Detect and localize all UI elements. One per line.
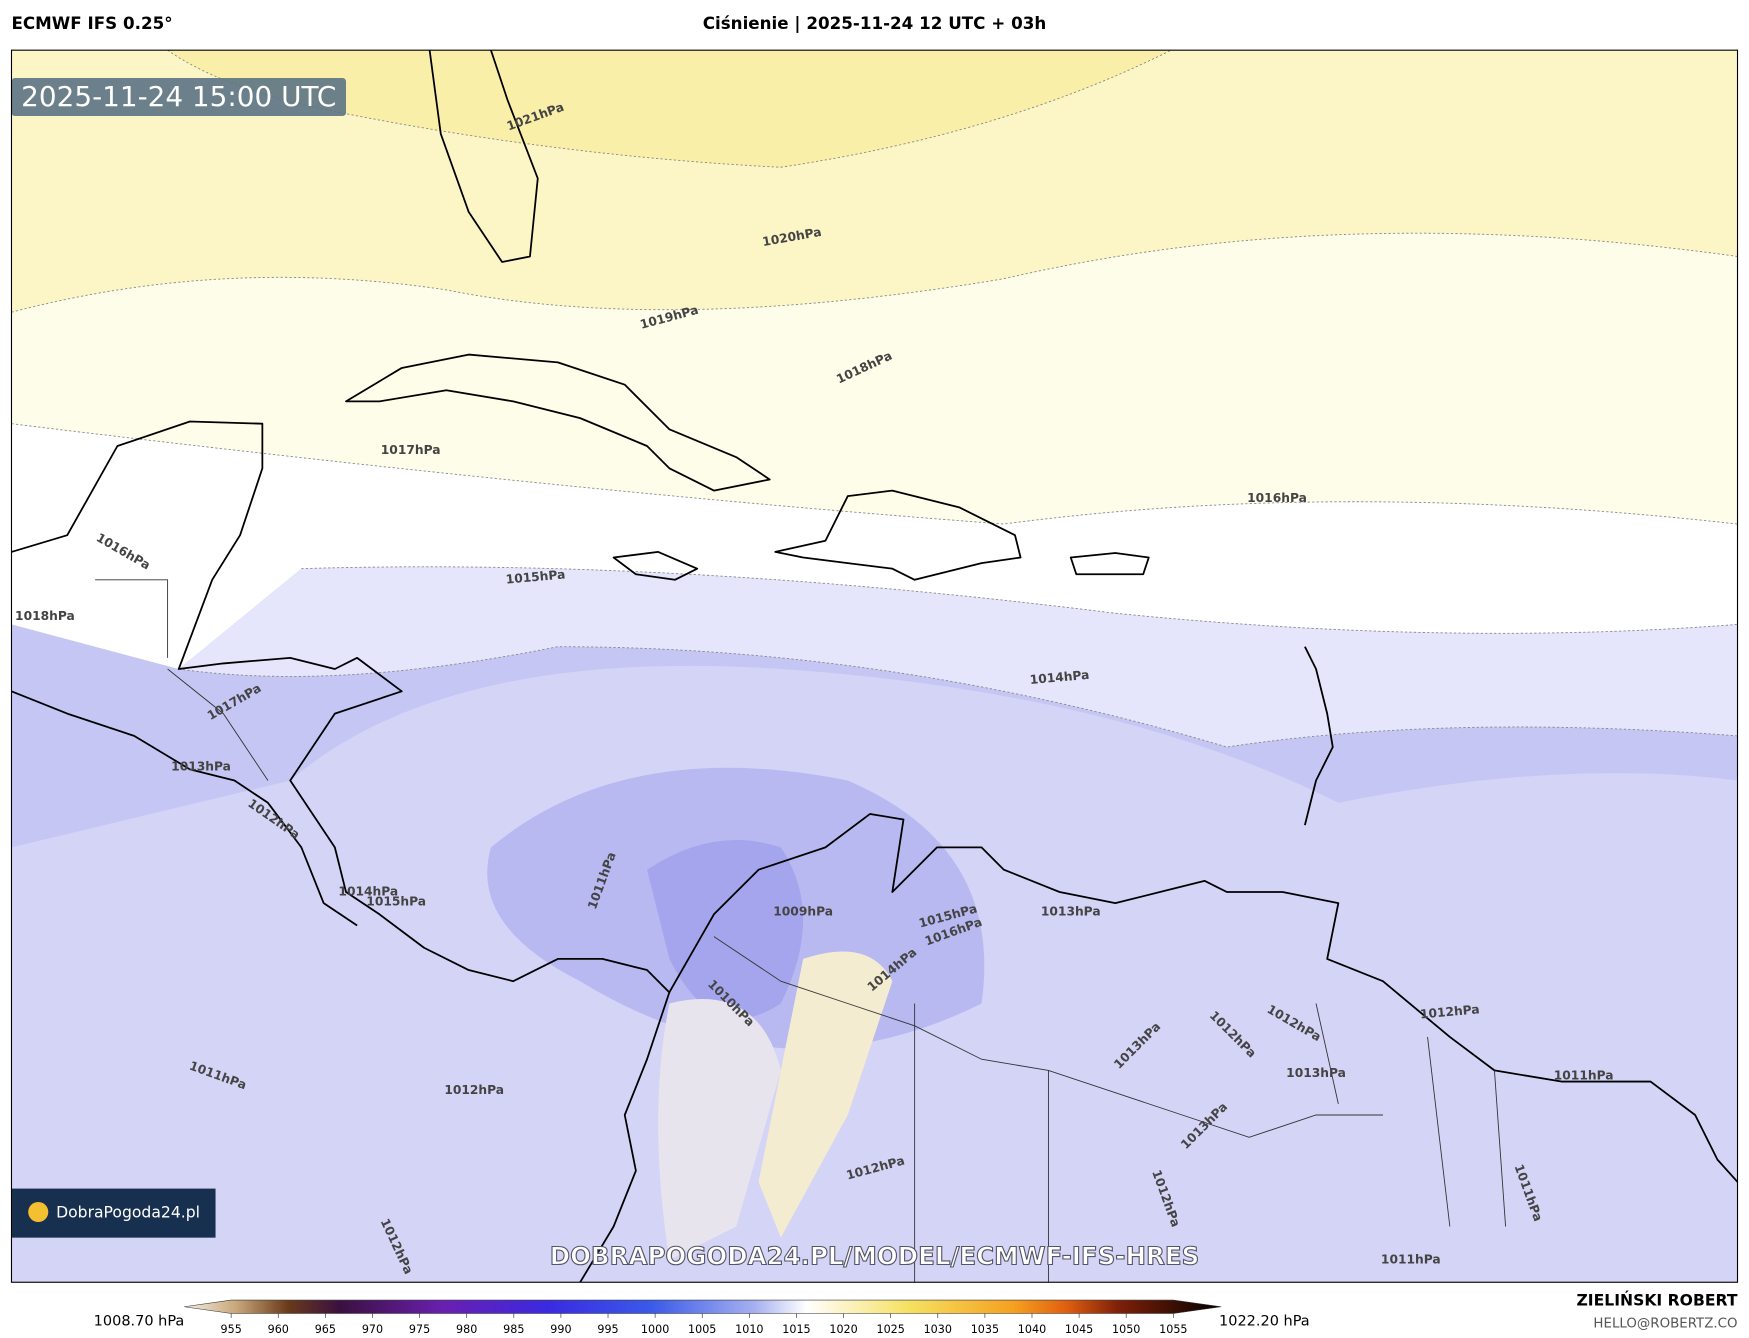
isobar-label: 1011hPa	[1381, 1252, 1441, 1266]
colorbar-tick-label: 990	[550, 1323, 571, 1336]
coastline	[428, 50, 539, 263]
isobar-label: 1012hPa	[1419, 1002, 1480, 1021]
watermark: DOBRAPOGODA24.PL/MODEL/ECMWF-IFS-HRES	[550, 1242, 1200, 1271]
model-name: ECMWF IFS 0.25°	[11, 13, 172, 33]
pressure-band	[647, 839, 804, 1019]
isobar-label: 1013hPa	[171, 760, 231, 774]
colorbar-ticks: 955 960 965 970 975 980 985 990 995 1000 1005 1010 1…	[221, 1313, 1187, 1336]
isobar-label: 1013hPa	[1041, 905, 1101, 919]
terrain-field	[758, 951, 893, 1238]
colorbar-tick-label: 1000	[641, 1323, 669, 1336]
map-frame	[10, 49, 1739, 1283]
isobar-label: 1017hPa	[381, 443, 441, 457]
colorbar-tick-label: 985	[503, 1323, 524, 1336]
isobar-label: 1011hPa	[1554, 1068, 1614, 1082]
terrain-field	[658, 999, 781, 1260]
isobar-label: 1018hPa	[15, 609, 75, 623]
colorbar-tick-label: 1040	[1018, 1323, 1046, 1336]
logo-sun	[28, 1201, 49, 1223]
map: 1021hPa1020hPa1019hPa1018hPa1017hPa1016h…	[11, 50, 1738, 1283]
colorbar-tick-label: 1020	[829, 1323, 857, 1336]
colorbar-min-label: 1008.70 hPa	[94, 1313, 185, 1329]
coastline	[1069, 552, 1150, 576]
isobar	[11, 232, 1738, 313]
pressure-band	[11, 423, 1738, 669]
isobar-label: 1015hPa	[505, 567, 566, 586]
colorbar-tick-label: 1055	[1159, 1323, 1187, 1336]
isobar-label: 1015hPa	[366, 895, 426, 909]
isobar	[178, 646, 1738, 748]
colorbar-max-label: 1022.20 hPa	[1219, 1313, 1310, 1329]
colorbar-tick-label: 960	[268, 1323, 289, 1336]
colorbar-tick-label: 965	[315, 1323, 336, 1336]
isobar	[11, 423, 1738, 525]
isobar-label: 1016hPa	[1247, 491, 1307, 505]
coastline	[774, 489, 1022, 581]
colorbar-tick-label: 1010	[735, 1323, 763, 1336]
timestamp: 2025-11-24 15:00 UTC	[21, 80, 336, 113]
isobar-label: 1013hPa	[1286, 1066, 1346, 1080]
colorbar-tick-label: 1045	[1065, 1323, 1093, 1336]
chart-title: Ciśnienie | 2025-11-24 12 UTC + 03h	[703, 13, 1047, 34]
coastline	[668, 813, 1738, 1183]
colorbar-tick-label: 955	[221, 1323, 242, 1336]
colorbar-tick-label: 1015	[782, 1323, 810, 1336]
coastline	[11, 690, 358, 927]
colorbar-tick-label: 1030	[924, 1323, 952, 1336]
pressure-band	[167, 50, 1172, 168]
colorbar-tick-label: 1025	[876, 1323, 904, 1336]
isobar-label: 1014hPa	[338, 884, 398, 898]
coastline	[612, 551, 699, 581]
isobar-label: 1012hPa	[444, 1083, 504, 1097]
timestamp-box	[11, 78, 346, 116]
colorbar-tick-label: 1005	[688, 1323, 716, 1336]
email: HELLO@ROBERTZ.CO	[1593, 1317, 1737, 1332]
coastline	[1304, 646, 1334, 826]
isobar-label: 1014hPa	[1029, 668, 1090, 687]
isobar-label: 1009hPa	[773, 905, 833, 919]
colorbar-tick-label: 995	[597, 1323, 618, 1336]
isobar	[301, 566, 1738, 634]
colorbar-tick-label: 980	[456, 1323, 477, 1336]
colorbar-tick-label: 970	[362, 1323, 383, 1336]
colorbar-tick-label: 975	[409, 1323, 430, 1336]
author: ZIELIŃSKI ROBERT	[1576, 1291, 1737, 1310]
coastline	[345, 353, 771, 492]
logo-text: DobraPogoda24.pl	[56, 1204, 200, 1222]
pressure-band	[178, 566, 1738, 748]
colorbar-tick-label: 1035	[971, 1323, 999, 1336]
colorbar	[184, 1299, 1222, 1314]
border	[95, 579, 1507, 1283]
colorbar-tick-label: 1050	[1112, 1323, 1140, 1336]
